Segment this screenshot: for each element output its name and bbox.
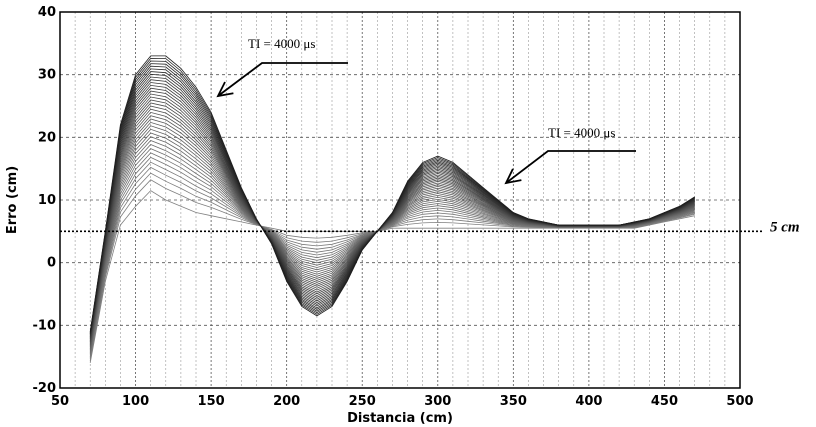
plot-area-frame: [59, 11, 741, 389]
tick-labels: 50 100 150 200 250 300 350 400 450 500 -20 -10 0 10 20…: [33, 5, 754, 409]
y-tick-label: -10: [33, 318, 57, 333]
series-line: [89, 161, 695, 357]
y-tick-label: 30: [38, 68, 56, 83]
y-tick-label: 0: [47, 256, 56, 271]
x-tick-label: 50: [51, 394, 69, 409]
x-tick-label: 250: [349, 394, 376, 409]
y-tick-label: -20: [33, 381, 57, 396]
series-line: [89, 71, 695, 336]
y-tick-label: 10: [38, 193, 56, 208]
annotation-text: TI = 4000 μs: [548, 125, 615, 140]
annotations: TI = 4000 μs TI = 4000 μs: [216, 36, 636, 185]
series-line: [89, 128, 695, 349]
y-tick-label: 40: [38, 5, 56, 20]
x-tick-label: 200: [273, 394, 300, 409]
annotation-leader: [505, 150, 636, 184]
reference-line-label: 5 cm: [770, 219, 800, 235]
x-tick-label: 500: [726, 394, 753, 409]
annotation-text: TI = 4000 μs: [248, 36, 315, 51]
series-line: [89, 55, 695, 332]
annotation-arrowhead: [504, 168, 522, 185]
y-axis-title: Erro (cm): [5, 166, 20, 234]
grid: [60, 12, 740, 388]
series-group: [89, 55, 695, 363]
y-tick-label: 20: [38, 130, 56, 145]
x-tick-label: 450: [651, 394, 678, 409]
x-tick-label: 100: [122, 394, 149, 409]
annotation-arrowhead: [216, 81, 234, 98]
x-tick-label: 300: [424, 394, 451, 409]
x-axis-title: Distancia (cm): [347, 411, 453, 426]
x-tick-label: 400: [575, 394, 602, 409]
reference-line-group: 5 cm: [60, 219, 800, 235]
annotation-leader: [217, 62, 348, 97]
x-tick-label: 350: [500, 394, 527, 409]
x-tick-label: 150: [198, 394, 225, 409]
series-line: [89, 148, 695, 354]
